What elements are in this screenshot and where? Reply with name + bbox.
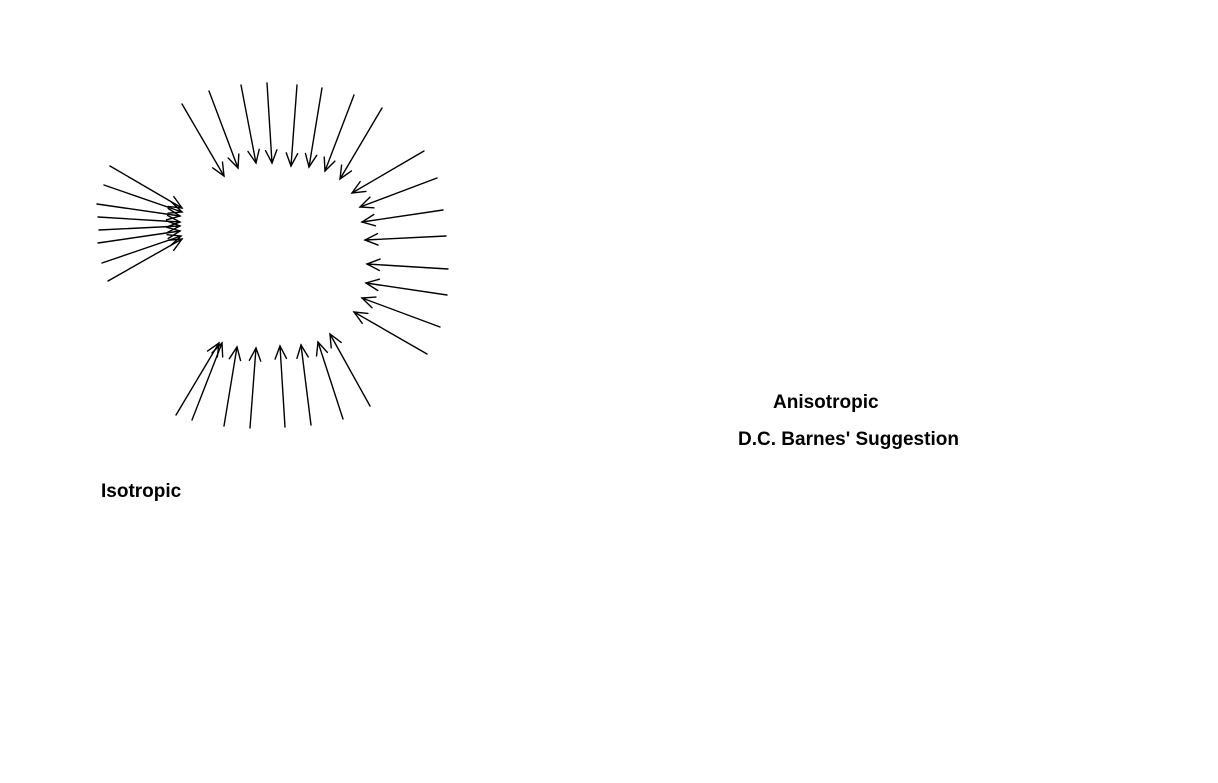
arrow [360, 209, 444, 227]
arrow-head [352, 311, 369, 325]
arrow-head [228, 345, 242, 362]
arrow-head [166, 234, 183, 247]
arrow [296, 343, 312, 426]
arrow [101, 234, 183, 264]
arrow-shaft [96, 203, 181, 217]
arrow [363, 232, 447, 246]
arrow [329, 332, 371, 407]
arrow-shaft [290, 84, 298, 167]
arrow-head [211, 341, 224, 358]
arrow [96, 203, 182, 221]
arrow-head [363, 232, 379, 246]
arrow [304, 87, 323, 169]
arrow [274, 344, 288, 428]
arrow-shaft [279, 345, 286, 428]
arrow-head [165, 226, 182, 240]
arrow-head [323, 156, 336, 173]
arrow-shaft [339, 107, 383, 180]
arrow [365, 258, 449, 272]
arrow-shaft [308, 87, 323, 168]
arrow-shaft [208, 90, 239, 169]
arrow-head [339, 164, 353, 181]
arrow-head [285, 152, 299, 168]
anisotropic-label: Anisotropic [773, 392, 879, 413]
arrow-head [227, 153, 240, 170]
arrow-shaft [109, 165, 183, 209]
arrow-head [350, 180, 367, 194]
arrow-head [315, 340, 329, 357]
arrow-shaft [97, 230, 181, 244]
arrow [285, 84, 299, 168]
arrow-head [167, 238, 184, 251]
arrow [103, 184, 184, 214]
arrow-group [96, 82, 449, 429]
arrow-head [360, 296, 377, 309]
arrow-head [329, 332, 342, 349]
arrow [107, 238, 184, 282]
arrow-shaft [181, 103, 225, 177]
arrow [352, 311, 428, 355]
arrow-head [365, 258, 381, 272]
arrow [98, 220, 182, 234]
arrow [223, 345, 242, 427]
arrow [339, 107, 383, 181]
arrow-head [165, 207, 182, 221]
arrow-shaft [240, 84, 257, 164]
arrow-shaft [223, 346, 238, 427]
arrow-head [358, 196, 375, 209]
arrow-head [166, 220, 182, 234]
arrow-shaft [353, 311, 428, 355]
arrow [191, 341, 224, 421]
arrow [264, 82, 278, 165]
arrow-shaft [266, 82, 273, 164]
arrow-shaft [103, 184, 183, 213]
arrow [315, 340, 344, 420]
arrow-head [364, 278, 381, 292]
arrow-shaft [317, 341, 344, 420]
arrow-shaft [191, 342, 223, 421]
arrow [358, 177, 438, 209]
arrow-shaft [361, 297, 441, 328]
arrow-shaft [324, 94, 355, 172]
arrow-head [274, 344, 288, 360]
arrow [364, 278, 448, 296]
arrow-shaft [329, 333, 371, 407]
arrow-head [264, 149, 278, 165]
arrow [97, 226, 182, 244]
arrow [360, 296, 441, 328]
arrow [248, 346, 262, 429]
arrow-shaft [361, 209, 444, 223]
barnes-suggestion-label: D.C. Barnes' Suggestion [738, 429, 959, 450]
arrow-head [304, 152, 318, 169]
arrow-head [167, 201, 184, 214]
arrow-shaft [249, 347, 257, 429]
arrow-shaft [175, 342, 220, 416]
arrow-head [211, 161, 225, 178]
arrow-head [248, 346, 262, 362]
arrow [109, 165, 184, 209]
arrow-shaft [351, 150, 425, 194]
arrow [208, 90, 240, 170]
arrow-head [247, 148, 260, 165]
arrow-shaft [300, 344, 312, 426]
arrow-shaft [365, 282, 448, 296]
arrow-shaft [366, 263, 449, 270]
arrow [240, 84, 260, 165]
arrow [323, 94, 355, 173]
arrow-head [296, 343, 309, 360]
arrow-shaft [359, 177, 438, 208]
arrow-head [360, 213, 377, 227]
arrow [350, 150, 425, 194]
arrow [181, 103, 225, 178]
arrow-shaft [364, 235, 447, 241]
arrow-shaft [107, 238, 183, 282]
arrow-head [167, 195, 184, 209]
isotropic-label: Isotropic [101, 481, 182, 502]
arrow-head [166, 214, 182, 228]
